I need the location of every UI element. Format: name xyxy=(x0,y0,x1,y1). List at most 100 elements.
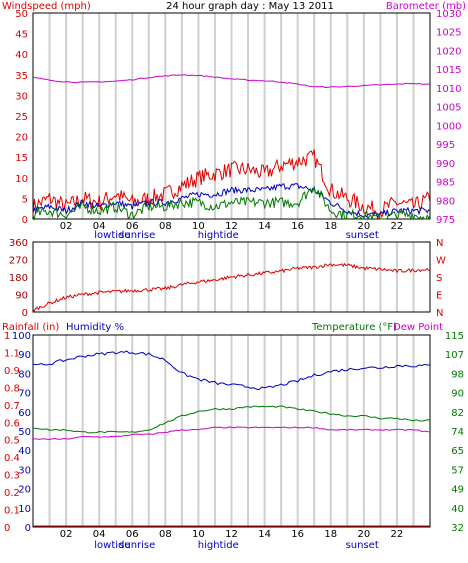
x-tick-label: 08 xyxy=(159,221,172,232)
temp-tick-label: 74 xyxy=(451,427,464,438)
compass-label: S xyxy=(436,273,442,284)
rain-tick-label: 0.3 xyxy=(4,471,20,482)
x-tick-label: 06 xyxy=(126,221,139,232)
rain-tick-label: 0.6 xyxy=(4,418,20,429)
y-tick-label: 25 xyxy=(15,112,28,123)
temp-tick-label: 107 xyxy=(445,350,464,361)
y2-tick-label: 990 xyxy=(436,159,455,170)
humidity-label: Humidity % xyxy=(66,322,124,333)
windspeed-label: Windspeed (mph) xyxy=(2,1,91,12)
y2-tick-label: 1010 xyxy=(436,84,461,95)
x-tick-label: 12 xyxy=(225,529,238,540)
x-tick-label: 04 xyxy=(93,529,106,540)
plot-frame xyxy=(32,12,431,220)
rain-tick-label: 0.4 xyxy=(4,453,20,464)
temperature-line xyxy=(32,405,431,434)
hightide-annotation: hightide xyxy=(198,230,239,241)
rain-tick-label: 0 xyxy=(4,523,10,534)
gust-line xyxy=(32,183,431,219)
plot-frame xyxy=(32,334,431,528)
rainfall-label: Rainfall (in) xyxy=(2,322,59,333)
y-tick-label: 270 xyxy=(9,256,28,267)
y-tick-label: 360 xyxy=(9,238,28,249)
humidity-tick-label: 100 xyxy=(12,331,31,342)
x-tick-label: 18 xyxy=(324,529,337,540)
lowtide-annotation: lowtide xyxy=(94,540,130,551)
lowtide-annotation: lowtide xyxy=(94,230,130,241)
dewpoint-label: Dew Point xyxy=(393,322,443,333)
temp-tick-label: 115 xyxy=(445,331,464,342)
sunrise-annotation: sunrise xyxy=(119,230,155,241)
y-tick-label: 30 xyxy=(15,91,28,102)
y2-tick-label: 980 xyxy=(436,196,455,207)
temperature-label: Temperature (°F) xyxy=(311,322,397,333)
humidity-line xyxy=(32,350,430,391)
humidity-tick-label: 40 xyxy=(18,446,31,457)
hightide-annotation: hightide xyxy=(198,540,239,551)
windspeed-line xyxy=(32,149,431,220)
y2-tick-label: 1005 xyxy=(436,103,461,114)
temp-tick-label: 82 xyxy=(451,408,464,419)
x-tick-label: 16 xyxy=(291,529,304,540)
humidity-tick-label: 50 xyxy=(18,427,31,438)
plot-frame xyxy=(32,241,431,313)
temp-tick-label: 49 xyxy=(451,485,464,496)
y-tick-label: 45 xyxy=(15,30,28,41)
humidity-temperature-panel: 02 04 06 08 10 12 14 16 18 20 2200.10.20.30.40.50.… xyxy=(4,331,464,551)
humidity-tick-label: 80 xyxy=(18,369,31,380)
y-tick-label: 180 xyxy=(9,273,28,284)
x-tick-label: 22 xyxy=(391,529,404,540)
y-tick-label: 20 xyxy=(15,133,28,144)
x-tick-label: 14 xyxy=(258,529,271,540)
sunset-annotation: sunset xyxy=(346,230,379,241)
y2-tick-label: 1015 xyxy=(436,65,461,76)
sunset-annotation: sunset xyxy=(346,540,379,551)
compass-label: N xyxy=(436,308,443,319)
humidity-tick-label: 90 xyxy=(18,350,31,361)
chart-title: 24 hour graph day : May 13 2011 xyxy=(166,1,334,12)
rain-tick-label: 0.5 xyxy=(4,436,20,447)
x-tick-label: 12 xyxy=(225,221,238,232)
sunrise-annotation: sunrise xyxy=(119,540,155,551)
humidity-tick-label: 60 xyxy=(18,408,31,419)
x-tick-label: 08 xyxy=(159,529,172,540)
wind-barometer-panel: 02 04 06 08 10 12 14 16 18 20 22051015202530354045… xyxy=(15,9,461,241)
x-tick-label: 02 xyxy=(60,529,73,540)
x-tick-label: 16 xyxy=(291,221,304,232)
rain-tick-label: 0.9 xyxy=(4,366,20,377)
rain-tick-label: 1.1 xyxy=(4,348,20,359)
y2-tick-label: 1030 xyxy=(436,9,461,20)
rain-tick-label: 1 xyxy=(4,331,10,342)
humidity-tick-label: 10 xyxy=(18,504,31,515)
rain-tick-label: 0.8 xyxy=(4,383,20,394)
humidity-tick-label: 20 xyxy=(18,485,31,496)
x-tick-label: 04 xyxy=(93,221,106,232)
temp-tick-label: 98 xyxy=(451,369,464,380)
rain-tick-label: 0.7 xyxy=(4,401,20,412)
x-tick-label: 14 xyxy=(258,221,271,232)
y-tick-label: 50 xyxy=(15,9,28,20)
compass-label: W xyxy=(436,256,446,267)
y2-tick-label: 1020 xyxy=(436,46,461,57)
x-tick-label: 10 xyxy=(192,221,205,232)
y-tick-label: 0 xyxy=(22,215,28,226)
x-tick-label: 20 xyxy=(357,529,370,540)
y2-tick-label: 1025 xyxy=(436,28,461,39)
temp-tick-label: 57 xyxy=(451,465,464,476)
y-tick-label: 10 xyxy=(15,174,28,185)
average-line xyxy=(32,185,431,221)
temp-tick-label: 90 xyxy=(451,389,464,400)
dewpoint-line xyxy=(32,426,431,440)
y2-tick-label: 985 xyxy=(436,178,455,189)
x-tick-label: 10 xyxy=(192,529,205,540)
rain-tick-label: 0.1 xyxy=(4,506,20,517)
y-tick-label: 35 xyxy=(15,71,28,82)
temp-tick-label: 40 xyxy=(451,504,464,515)
x-tick-label: 22 xyxy=(391,221,404,232)
x-tick-label: 18 xyxy=(324,221,337,232)
humidity-tick-label: 0 xyxy=(25,523,31,534)
y2-tick-label: 995 xyxy=(436,140,455,151)
